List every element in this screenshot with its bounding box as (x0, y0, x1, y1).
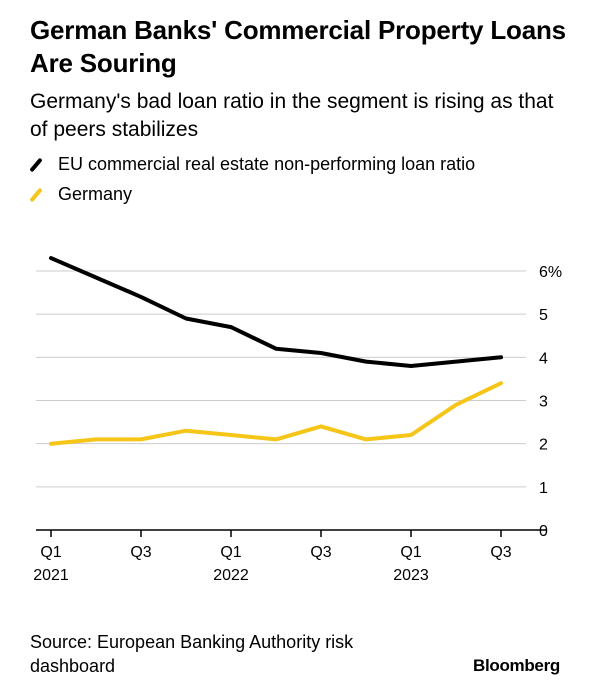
y-axis-tick-labels: 0 1 2 3 4 5 6% (539, 264, 562, 540)
x-tick-label-8: Q1 (400, 544, 421, 561)
legend-item-eu: EU commercial real estate non-performing… (29, 152, 550, 176)
y-tick-label-5: 5 (539, 307, 548, 324)
y-tick-label-2: 2 (539, 437, 548, 454)
x-axis: Q1 2021 Q3 Q1 2022 Q3 Q1 2023 Q3 (33, 529, 546, 584)
y-tick-label-0: 0 (539, 523, 548, 540)
series-line-germany (49, 381, 503, 446)
x-tick-year-label-4: 2022 (213, 567, 249, 584)
legend-label-eu: EU commercial real estate non-performing… (58, 154, 476, 174)
y-tick-label-4: 4 (539, 350, 548, 367)
x-tick-label-4: Q1 (220, 544, 241, 561)
chart-title: German Banks' Commercial Property Loans … (30, 15, 566, 78)
y-tick-label-6: 6% (539, 264, 562, 281)
brand-logo: Bloomberg (472, 656, 560, 675)
x-tick-label-0: Q1 (40, 544, 61, 561)
legend-label-germany: Germany (58, 184, 133, 204)
grid-lines (36, 270, 526, 488)
x-tick-year-label-8: 2023 (393, 567, 429, 584)
x-tick-label-10: Q3 (490, 544, 511, 561)
x-tick-label-2: Q3 (130, 544, 151, 561)
y-tick-label-1: 1 (539, 480, 548, 497)
line-chart: 0 1 2 3 4 5 6% Q1 2021 Q3 Q1 2022 Q3 Q1 2023 Q3 (33, 256, 562, 584)
series-lines (49, 256, 503, 446)
x-tick-year-label-0: 2021 (33, 567, 69, 584)
series-line-eu (49, 256, 503, 368)
legend: EU commercial real estate non-performing… (29, 152, 550, 212)
y-tick-label-3: 3 (539, 394, 548, 411)
x-tick-label-6: Q3 (310, 544, 331, 561)
source-note: Source: European Banking Authority risk … (30, 632, 354, 676)
legend-item-germany: Germany (29, 182, 550, 206)
chart-subtitle: Germany's bad loan ratio in the segment … (30, 90, 554, 141)
